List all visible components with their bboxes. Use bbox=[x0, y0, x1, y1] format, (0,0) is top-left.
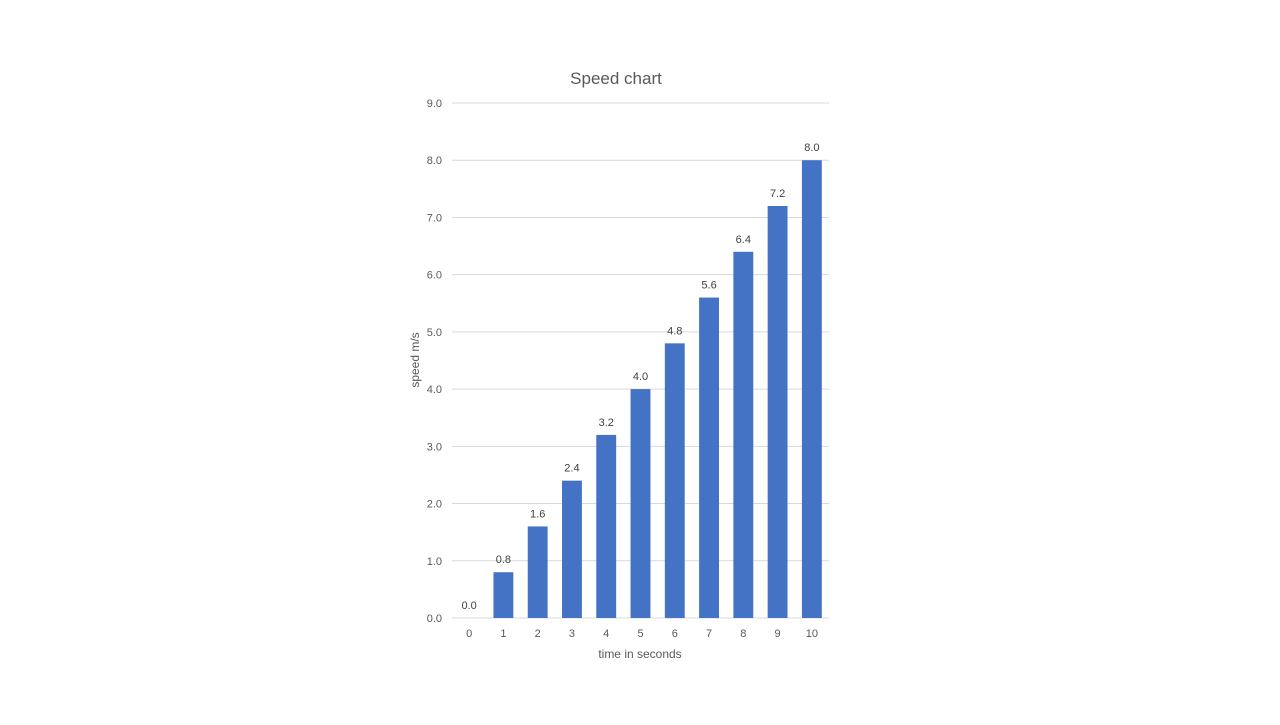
y-tick-label: 9.0 bbox=[427, 98, 442, 110]
y-tick-label: 8.0 bbox=[427, 155, 442, 167]
bar bbox=[493, 572, 514, 618]
y-tick-label: 6.0 bbox=[427, 270, 442, 282]
x-tick-label: 0 bbox=[466, 628, 472, 640]
x-tick-label: 3 bbox=[569, 628, 575, 640]
x-tick-label: 7 bbox=[706, 628, 712, 640]
y-tick-label: 5.0 bbox=[427, 327, 442, 339]
y-axis-ticks: 0.0 1.0 2.0 3.0 4.0 5.0 6.0 7.0 8.0 9.0 bbox=[427, 98, 442, 625]
data-label: 7.2 bbox=[770, 188, 785, 200]
x-tick-label: 5 bbox=[637, 628, 643, 640]
x-tick-label: 1 bbox=[500, 628, 506, 640]
x-tick-label: 2 bbox=[535, 628, 541, 640]
y-tick-label: 3.0 bbox=[427, 441, 442, 453]
x-tick-label: 4 bbox=[603, 628, 609, 640]
x-tick-label: 8 bbox=[740, 628, 746, 640]
data-label: 0.0 bbox=[461, 600, 476, 612]
y-tick-label: 0.0 bbox=[427, 613, 442, 625]
data-label: 5.6 bbox=[701, 280, 716, 292]
data-label: 6.4 bbox=[736, 234, 751, 246]
chart-title: Speed chart bbox=[570, 69, 662, 88]
bar bbox=[767, 206, 788, 618]
data-label: 1.6 bbox=[530, 508, 545, 520]
bar bbox=[630, 389, 651, 618]
bar bbox=[664, 343, 685, 618]
bar bbox=[562, 480, 582, 618]
x-tick-label: 10 bbox=[806, 628, 818, 640]
data-label: 2.4 bbox=[564, 463, 579, 475]
data-label: 3.2 bbox=[599, 417, 614, 429]
bar bbox=[527, 526, 548, 618]
bar bbox=[699, 297, 719, 618]
y-tick-label: 4.0 bbox=[427, 384, 442, 396]
x-tick-label: 9 bbox=[775, 628, 781, 640]
y-tick-label: 1.0 bbox=[427, 556, 442, 568]
data-labels: 0.0 0.8 1.6 2.4 3.2 4.0 4.8 5.6 6.4 7.2 8.0 bbox=[461, 142, 819, 612]
bar bbox=[733, 251, 754, 618]
bar bbox=[596, 434, 617, 618]
bars bbox=[493, 160, 822, 618]
x-axis-ticks: 0 1 2 3 4 5 6 7 8 9 10 bbox=[466, 628, 818, 640]
y-tick-label: 2.0 bbox=[427, 499, 442, 511]
y-axis-title: speed m/s bbox=[408, 332, 422, 387]
data-label: 8.0 bbox=[804, 142, 819, 154]
data-label: 4.0 bbox=[633, 371, 648, 383]
data-label: 0.8 bbox=[496, 554, 511, 566]
bar bbox=[801, 160, 822, 618]
data-label: 4.8 bbox=[667, 325, 682, 337]
y-tick-label: 7.0 bbox=[427, 212, 442, 224]
x-axis-title: time in seconds bbox=[598, 647, 681, 661]
x-tick-label: 6 bbox=[672, 628, 678, 640]
